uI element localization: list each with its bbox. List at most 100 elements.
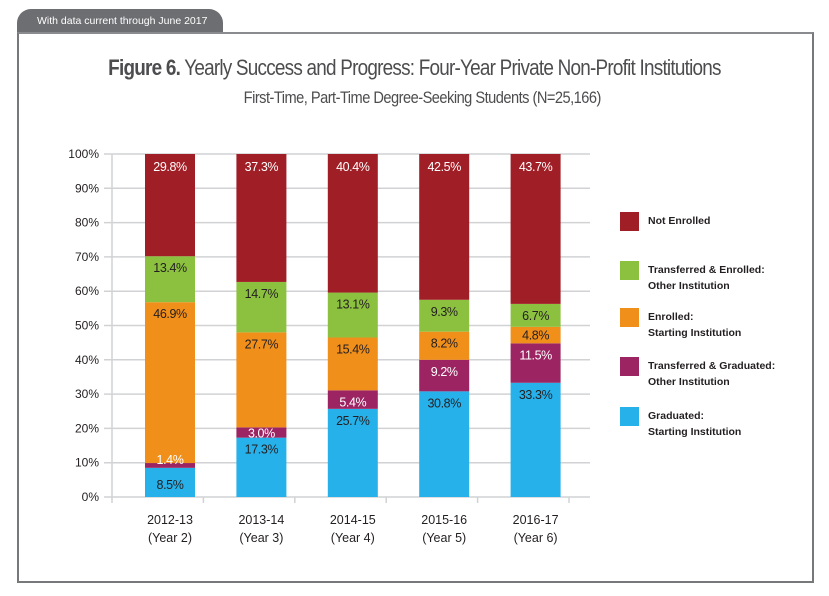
bar-stack: 17.3% 3.0% 27.7% 14.7% 37.3% — [236, 154, 287, 497]
data-label: 37.3% — [245, 160, 279, 174]
bars: 8.5% 1.4% 46.9% 13.4% 29.8% 17.3% 3.0% 27.7% 14.… — [145, 154, 561, 497]
data-label: 3.0% — [248, 427, 275, 441]
bar-segment — [510, 326, 561, 344]
data-label: 8.5% — [157, 478, 184, 492]
y-tick-label: 40% — [75, 353, 99, 367]
legend-label: Graduated: — [648, 410, 704, 422]
bar-segment — [327, 408, 378, 497]
bar-segment — [419, 331, 470, 360]
data-label: 17.3% — [245, 443, 279, 457]
y-tick-label: 10% — [75, 456, 99, 470]
x-tick-sublabel: (Year 4) — [331, 531, 375, 545]
chart-title-text: Yearly Success and Progress: Four-Year P… — [180, 55, 721, 80]
bar-stack: 25.7% 5.4% 15.4% 13.1% 40.4% — [327, 154, 378, 497]
legend-item: Enrolled: Starting Institution — [620, 308, 741, 339]
x-tick-label: 2015-16 — [421, 513, 467, 527]
bar-stack: 33.3% 11.5% 4.8% 6.7% 43.7% — [510, 154, 561, 497]
bar-segment — [145, 302, 195, 464]
legend-swatch — [620, 212, 639, 231]
bar-segment — [419, 299, 470, 332]
data-label: 8.2% — [431, 337, 458, 351]
x-tick-sublabel: (Year 6) — [514, 531, 558, 545]
bar-segment — [236, 332, 287, 428]
legend-label: Transferred & Graduated: — [648, 360, 775, 372]
data-label: 14.7% — [245, 287, 279, 301]
chart-subtitle: First-Time, Part-Time Degree-Seeking Stu… — [243, 88, 602, 107]
bar-stack: 8.5% 1.4% 46.9% 13.4% 29.8% — [145, 154, 195, 497]
bar-segment — [510, 303, 561, 327]
data-label: 4.8% — [522, 329, 549, 343]
bar-segment — [510, 343, 561, 383]
bar-segment — [327, 337, 378, 391]
bar-segment — [236, 154, 287, 282]
data-label: 13.1% — [336, 298, 370, 312]
legend-item: Transferred & Graduated: Other Institutio… — [620, 357, 775, 388]
figure-number: Figure 6. — [108, 55, 181, 80]
data-label: 40.4% — [336, 160, 370, 174]
data-label: 33.3% — [519, 388, 553, 402]
legend-label: Starting Institution — [648, 327, 741, 339]
data-label: 9.2% — [431, 365, 458, 379]
bar-segment — [145, 154, 195, 257]
bar-stack: 30.8% 9.2% 8.2% 9.3% 42.5% — [419, 154, 470, 497]
data-currency-tab: With data current through June 2017 — [17, 9, 223, 33]
legend-item: Transferred & Enrolled: Other Institution — [620, 261, 765, 292]
y-tick-label: 60% — [75, 284, 99, 298]
y-axis: 0% 10% 20% 30% 40% 50% 60% 70% 80% 90% 100% — [68, 147, 113, 504]
legend-label: Other Institution — [648, 280, 730, 292]
x-axis: 2012-13 (Year 2) 2013-14 (Year 3) 2014-15 (Ye… — [147, 497, 570, 545]
data-label: 11.5% — [519, 348, 552, 362]
y-tick-label: 90% — [75, 181, 99, 195]
bar-segment — [419, 391, 470, 497]
data-label: 42.5% — [427, 160, 461, 174]
data-label: 15.4% — [336, 343, 370, 357]
y-tick-label: 0% — [82, 490, 100, 504]
data-label: 30.8% — [427, 396, 461, 410]
data-label: 46.9% — [153, 307, 187, 321]
bar-segment — [419, 359, 470, 392]
bar-segment — [510, 382, 561, 497]
legend-swatch — [620, 261, 639, 280]
legend-label: Transferred & Enrolled: — [648, 264, 765, 276]
data-label: 25.7% — [336, 414, 370, 428]
legend-label: Enrolled: — [648, 311, 694, 323]
x-tick-label: 2014-15 — [330, 513, 376, 527]
legend-item: Graduated: Starting Institution — [620, 407, 741, 438]
legend-label: Not Enrolled — [648, 215, 710, 227]
bar-segment — [510, 154, 561, 304]
data-label: 29.8% — [153, 160, 187, 174]
y-tick-label: 50% — [75, 319, 99, 333]
bar-segment — [236, 281, 287, 333]
bar-segment — [236, 437, 287, 497]
bar-segment — [145, 256, 195, 303]
bar-segment — [419, 154, 470, 300]
y-tick-label: 80% — [75, 216, 99, 230]
chart-title: Figure 6. Yearly Success and Progress: F… — [58, 55, 771, 81]
bar-segment — [145, 463, 195, 468]
data-label: 5.4% — [339, 395, 366, 409]
data-label: 43.7% — [519, 160, 553, 174]
legend-swatch — [620, 357, 639, 376]
legend-item: Not Enrolled — [620, 212, 710, 231]
data-label: 9.3% — [431, 305, 458, 319]
data-label: 6.7% — [522, 309, 549, 323]
bar-segment — [327, 390, 378, 409]
data-label: 13.4% — [153, 261, 187, 275]
data-label: 1.4% — [157, 453, 184, 467]
legend-swatch — [620, 407, 639, 426]
legend: Not Enrolled Transferred & Enrolled: Other… — [620, 212, 775, 438]
y-tick-label: 70% — [75, 250, 99, 264]
y-tick-label: 100% — [68, 147, 99, 161]
x-tick-label: 2016-17 — [513, 513, 559, 527]
bar-segment — [236, 427, 287, 438]
y-tick-label: 30% — [75, 387, 99, 401]
x-tick-sublabel: (Year 3) — [239, 531, 283, 545]
figure-frame — [17, 32, 814, 583]
bar-segment — [145, 467, 195, 497]
x-tick-sublabel: (Year 2) — [148, 531, 192, 545]
y-tick-label: 20% — [75, 421, 99, 435]
x-tick-sublabel: (Year 5) — [422, 531, 466, 545]
x-tick-label: 2013-14 — [238, 513, 284, 527]
x-tick-label: 2012-13 — [147, 513, 193, 527]
legend-label: Starting Institution — [648, 426, 741, 438]
